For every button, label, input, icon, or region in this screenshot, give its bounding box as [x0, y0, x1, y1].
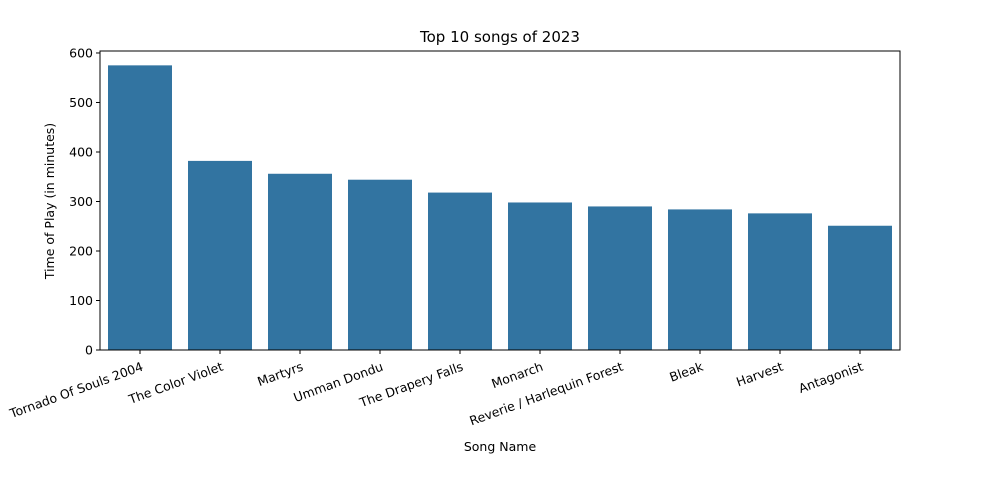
bar-3 [348, 179, 412, 350]
bar-9 [828, 225, 892, 350]
x-tick-label-6: Reverie / Harlequin Forest [467, 359, 625, 429]
y-tick-label-6: 600 [69, 45, 93, 60]
x-tick-label-9: Antagonist [797, 359, 866, 396]
bar-6 [588, 206, 652, 350]
bar-5 [508, 202, 572, 350]
bars-group [108, 65, 892, 350]
plot-area-frame [99, 50, 901, 351]
y-tick-label-4: 400 [69, 144, 93, 159]
bar-2 [268, 173, 332, 350]
x-tick-label-5: Monarch [489, 359, 545, 391]
y-tick-label-5: 500 [69, 95, 93, 110]
y-tick-label-2: 200 [69, 243, 93, 258]
bar-1 [188, 160, 252, 350]
x-tick-label-2: Martyrs [255, 359, 305, 389]
y-axis-title: Time of Play (in minutes) [42, 123, 57, 280]
bar-8 [748, 213, 812, 350]
x-axis-title: Song Name [464, 439, 537, 454]
y-tick-label-3: 300 [69, 194, 93, 209]
y-axis: 0 100 200 300 400 500 600 [69, 45, 100, 358]
y-tick-label-0: 0 [85, 343, 93, 358]
y-tick-label-1: 100 [69, 293, 93, 308]
x-tick-label-7: Bleak [667, 358, 705, 384]
bar-7 [668, 209, 732, 350]
x-tick-label-0: Tornado Of Souls 2004 [7, 359, 145, 422]
bar-0 [108, 65, 172, 350]
bar-4 [428, 192, 492, 350]
chart-title: Top 10 songs of 2023 [419, 28, 580, 46]
x-tick-label-8: Harvest [734, 359, 785, 390]
